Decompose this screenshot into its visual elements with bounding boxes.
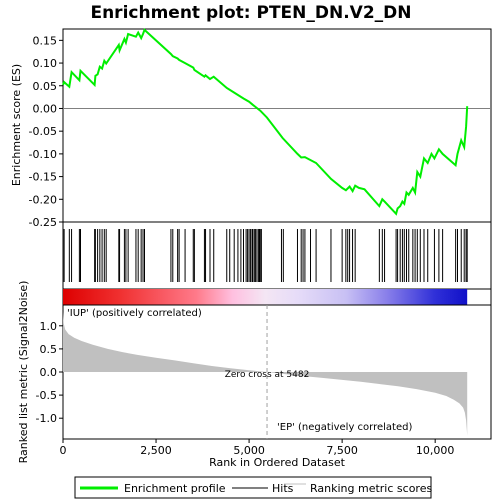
metric-y-tick-label: 0.5 <box>40 343 58 356</box>
enrichment-profile-line <box>62 28 469 216</box>
metric-y-tick-label: 1.0 <box>40 320 58 333</box>
x-tick-label: 7,500 <box>326 444 358 457</box>
x-tick-label: 0 <box>60 444 67 457</box>
metric-panel: -1.0 -0.5 0.0 0.5 1.0 Zero cross at 5482 'IU… <box>17 281 492 464</box>
ranking-metric-area <box>63 311 468 436</box>
legend-enrichment-label: Enrichment profile <box>124 482 226 495</box>
legend-metric-label: Ranking metric scores <box>310 482 432 495</box>
legend-hits-label: Hits <box>272 482 294 495</box>
x-tick-label: 10,000 <box>416 444 455 457</box>
negative-label: 'EP' (negatively correlated) <box>277 422 412 433</box>
es-y-axis: -0.25 -0.20 -0.15 -0.10 -0.05 0.00 0.05 0.10 0.1… <box>29 34 63 229</box>
zero-cross-label: Zero cross at 5482 <box>225 370 310 380</box>
x-tick-label: 5,000 <box>233 444 265 457</box>
es-y-tick-label: 0.10 <box>33 57 58 70</box>
x-tick-label: 2,500 <box>140 444 172 457</box>
es-y-tick-label: 0.15 <box>33 34 58 47</box>
color-bar <box>62 288 492 306</box>
es-panel: -0.25 -0.20 -0.15 -0.10 -0.05 0.00 0.05 0.10 0.1… <box>10 28 492 229</box>
x-axis-label: Rank in Ordered Dataset <box>209 456 346 469</box>
metric-y-tick-label: 0.0 <box>40 366 58 379</box>
metric-y-tick-label: -1.0 <box>36 412 57 425</box>
hits-panel <box>62 221 492 290</box>
es-y-tick-label: 0.00 <box>33 102 58 115</box>
positive-label: 'IUP' (positively correlated) <box>67 308 202 319</box>
metric-y-axis-label: Ranked list metric (Signal2Noise) <box>17 281 30 464</box>
metric-y-axis: -1.0 -0.5 0.0 0.5 1.0 <box>36 320 63 425</box>
chart-title: Enrichment plot: PTEN_DN.V2_DN <box>90 3 411 23</box>
es-y-tick-label: -0.05 <box>29 125 57 138</box>
es-y-axis-label: Enrichment score (ES) <box>10 64 23 186</box>
es-y-tick-label: 0.05 <box>33 80 58 93</box>
es-y-tick-label: -0.15 <box>29 171 57 184</box>
es-y-tick-label: -0.25 <box>29 216 57 229</box>
hits-panel-frame <box>62 221 492 290</box>
hit-marks <box>63 229 468 282</box>
metric-y-tick-label: -0.5 <box>36 389 57 402</box>
legend: Enrichment profile Hits Ranking metric s… <box>74 476 432 499</box>
x-axis: 0 2,500 5,000 7,500 10,000 <box>60 439 455 457</box>
es-y-tick-label: -0.20 <box>29 193 57 206</box>
rank-color-gradient <box>63 289 468 305</box>
es-panel-frame <box>62 28 492 223</box>
es-y-tick-label: -0.10 <box>29 148 57 161</box>
